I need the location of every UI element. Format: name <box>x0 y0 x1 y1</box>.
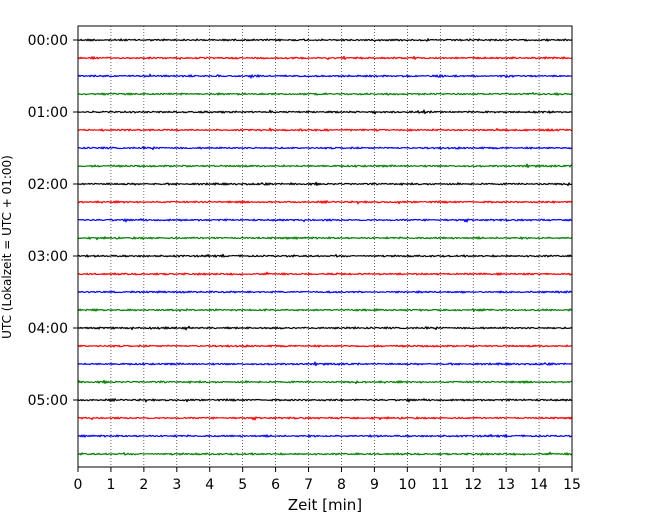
trace-0315 <box>77 271 573 276</box>
x-tick-label: 1 <box>106 477 115 493</box>
plot-frame <box>77 25 573 468</box>
trace-0015 <box>77 55 573 61</box>
trace-0300 <box>77 253 573 258</box>
x-tick-label: 7 <box>304 477 313 493</box>
trace-0500 <box>77 398 573 403</box>
x-axis-label: Zeit [min] <box>288 496 362 514</box>
x-tick-label: 14 <box>530 477 548 493</box>
x-tick-label: 12 <box>464 477 482 493</box>
trace-0200 <box>77 181 573 187</box>
x-tick-label: 8 <box>337 477 346 493</box>
trace-0330 <box>77 290 573 294</box>
x-tick-label: 13 <box>497 477 515 493</box>
trace-0400 <box>77 325 573 331</box>
trace-0445 <box>77 379 573 385</box>
y-axis: 00:00 01:00 02:00 03:00 04:00 05:00 <box>28 33 78 409</box>
trace-0130 <box>77 146 573 151</box>
x-tick-label: 3 <box>172 477 181 493</box>
trace-0415 <box>77 344 573 348</box>
y-tick-label: 03:00 <box>28 249 68 265</box>
seismic-traces <box>77 38 573 456</box>
x-tick-label: 4 <box>205 477 214 493</box>
x-tick-label: 9 <box>370 477 379 493</box>
y-tick-label: 01:00 <box>28 105 68 121</box>
x-tick-label: 6 <box>271 477 280 493</box>
y-tick-label: 02:00 <box>28 177 68 193</box>
trace-0115 <box>77 127 573 132</box>
x-tick-label: 10 <box>398 477 416 493</box>
trace-0345 <box>77 308 573 312</box>
trace-0045 <box>77 92 573 96</box>
y-tick-label: 04:00 <box>28 321 68 337</box>
y-tick-label: 05:00 <box>28 393 68 409</box>
x-tick-label: 5 <box>238 477 247 493</box>
x-tick-label: 15 <box>563 477 581 493</box>
y-tick-label: 00:00 <box>28 33 68 49</box>
trace-0030 <box>77 73 573 79</box>
y-axis-label: UTC (Lokalzeit = UTC + 01:00) <box>0 155 14 339</box>
trace-0515 <box>77 416 573 421</box>
x-tick-label: 2 <box>139 477 148 493</box>
trace-0545 <box>77 451 573 456</box>
trace-0145 <box>77 163 573 169</box>
trace-0100 <box>77 109 573 115</box>
trace-0215 <box>77 200 573 205</box>
trace-0230 <box>77 218 573 223</box>
trace-0245 <box>77 236 573 241</box>
trace-0430 <box>77 361 573 367</box>
x-tick-label: 11 <box>431 477 449 493</box>
trace-0530 <box>77 433 573 438</box>
trace-0000 <box>77 38 573 42</box>
x-tick-label: 0 <box>74 477 83 493</box>
x-axis: 0 1 2 3 4 5 6 7 8 9 10 11 12 13 14 15 <box>74 467 581 493</box>
